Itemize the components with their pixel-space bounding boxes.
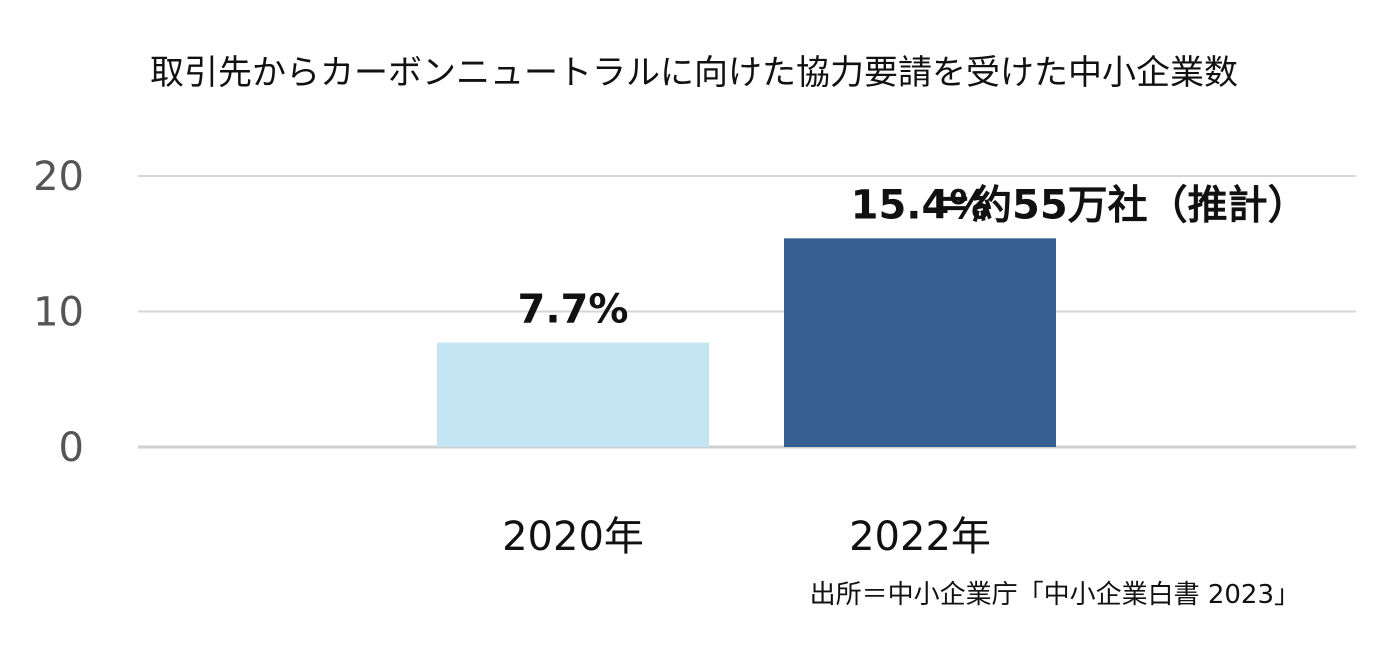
chart-title: 取引先からカーボンニュートラルに向けた協力要請を受けた中小企業数 (150, 53, 1238, 93)
source-note: 出所＝中小企業庁「中小企業白書 2023」 (810, 580, 1300, 610)
bar-2022 (784, 238, 1056, 447)
y-tick-label: 20 (33, 154, 84, 200)
bars (437, 238, 1056, 447)
x-axis-categories: 2020年 2022年 (502, 514, 991, 560)
y-axis-ticks: 0 10 20 (33, 154, 84, 471)
x-category-label: 2020年 (502, 514, 644, 560)
annotation-estimate: ＝約55万社（推計） (932, 182, 1308, 228)
y-tick-label: 10 (33, 290, 84, 336)
data-label: 7.7% (518, 287, 629, 333)
data-label: 15.4% (851, 182, 990, 228)
data-labels: 7.7% 15.4%＝約55万社（推計） (518, 182, 1308, 332)
y-tick-label: 0 (59, 425, 84, 471)
x-category-label: 2022年 (849, 514, 991, 560)
gridlines (138, 175, 1356, 449)
bar-2020 (437, 342, 709, 447)
